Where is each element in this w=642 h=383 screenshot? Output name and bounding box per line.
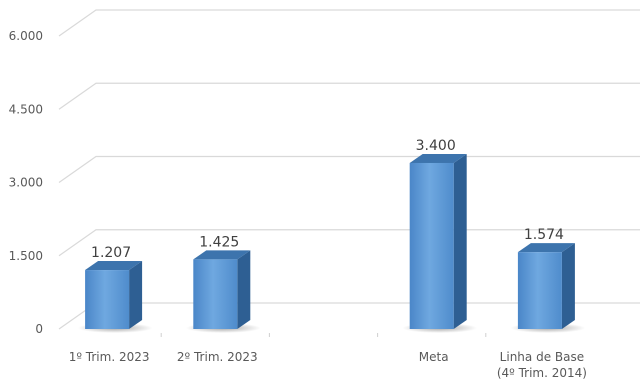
y-tick-label: 6.000 xyxy=(9,29,43,43)
y-tick-label: 0 xyxy=(35,322,43,336)
x-category-label: Meta xyxy=(419,350,449,364)
x-axis-categories: 1º Trim. 2023 2º Trim. 2023 Meta Linha de B… xyxy=(69,333,587,380)
x-category-label: Linha de Base xyxy=(500,350,584,364)
bar xyxy=(193,259,238,329)
bar xyxy=(409,162,454,329)
bar xyxy=(85,270,130,329)
y-tick-label: 4.500 xyxy=(9,102,43,116)
data-label: 1.574 xyxy=(524,227,564,243)
bar xyxy=(517,252,562,329)
bar-side xyxy=(129,261,143,329)
gridline xyxy=(58,9,640,37)
data-label: 1.425 xyxy=(199,234,239,250)
bar-shadows xyxy=(77,323,586,333)
bar-top xyxy=(409,153,467,163)
x-category-label: 1º Trim. 2023 xyxy=(69,350,150,364)
bar-side xyxy=(561,243,575,329)
bar-top xyxy=(517,243,575,253)
x-category-label: 2º Trim. 2023 xyxy=(177,350,258,364)
x-category-label: (4º Trim. 2014) xyxy=(497,366,587,380)
y-axis-ticks: 0 1.500 3.000 4.500 6.000 xyxy=(9,29,43,336)
data-labels: 1.207 1.425 3.400 1.574 xyxy=(91,138,564,261)
gridline xyxy=(58,82,640,110)
bar-side xyxy=(237,250,251,329)
bar-top xyxy=(85,261,143,271)
bars xyxy=(85,153,575,329)
data-label: 3.400 xyxy=(416,138,456,154)
gridline xyxy=(58,155,640,183)
data-label: 1.207 xyxy=(91,245,131,261)
bar-top xyxy=(193,250,251,260)
bar-side xyxy=(453,153,467,329)
y-tick-label: 1.500 xyxy=(9,249,43,263)
y-tick-label: 3.000 xyxy=(9,176,43,190)
